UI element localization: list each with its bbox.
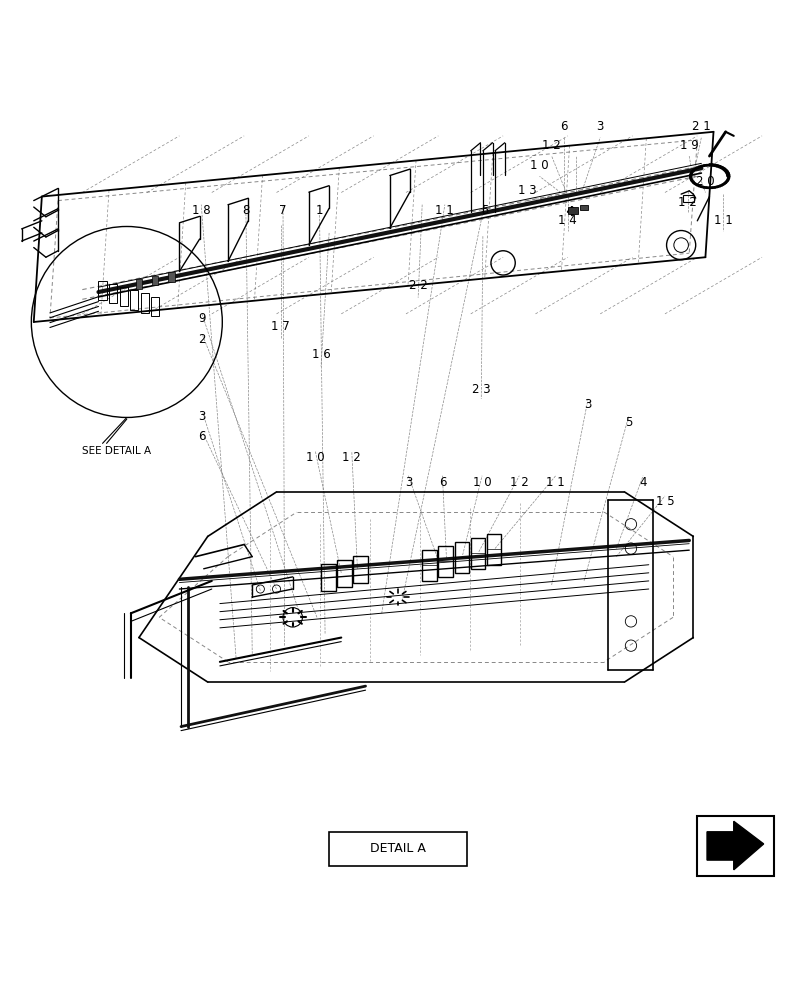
Text: 8: 8 <box>242 204 249 217</box>
Text: 1 1: 1 1 <box>546 476 564 489</box>
Text: 7: 7 <box>279 204 286 217</box>
Text: 5: 5 <box>624 416 632 429</box>
Text: 1 0: 1 0 <box>530 159 548 172</box>
Text: 1 7: 1 7 <box>271 320 290 333</box>
Text: 9: 9 <box>198 312 205 325</box>
Bar <box>98 281 106 300</box>
Text: 6: 6 <box>198 430 205 443</box>
Text: 1 2: 1 2 <box>509 476 528 489</box>
Text: 6: 6 <box>438 476 445 489</box>
Text: 1 8: 1 8 <box>191 204 210 217</box>
Polygon shape <box>706 821 762 870</box>
Text: 1 3: 1 3 <box>517 184 536 197</box>
Bar <box>438 546 453 577</box>
Bar <box>682 195 693 202</box>
Bar <box>119 287 127 306</box>
Text: 1 2: 1 2 <box>542 139 560 152</box>
Bar <box>353 556 367 583</box>
Text: 4: 4 <box>638 476 646 489</box>
Text: 1 0: 1 0 <box>306 451 324 464</box>
Bar <box>109 284 117 303</box>
Text: 1 0: 1 0 <box>472 476 491 489</box>
Text: 3: 3 <box>198 410 205 423</box>
Text: 1: 1 <box>315 204 323 217</box>
Text: 1 1: 1 1 <box>435 204 453 217</box>
Bar <box>567 207 577 214</box>
Bar <box>470 538 485 569</box>
Bar <box>140 293 148 313</box>
Text: 1 6: 1 6 <box>311 348 330 361</box>
Text: 5: 5 <box>480 204 487 217</box>
Bar <box>151 297 159 316</box>
Text: 3: 3 <box>404 476 412 489</box>
Text: 1 4: 1 4 <box>558 214 577 227</box>
Text: 1 9: 1 9 <box>679 139 697 152</box>
Text: 3: 3 <box>596 120 603 133</box>
Text: 2 2: 2 2 <box>408 279 427 292</box>
Text: 2: 2 <box>198 333 205 346</box>
Text: 3: 3 <box>584 398 591 411</box>
Text: 6: 6 <box>560 120 567 133</box>
Text: 1 5: 1 5 <box>654 495 673 508</box>
Bar <box>130 290 138 310</box>
Bar <box>422 550 436 581</box>
Text: 1 2: 1 2 <box>677 196 696 209</box>
Bar <box>337 560 351 587</box>
Text: 1 2: 1 2 <box>342 451 361 464</box>
Bar <box>168 272 174 282</box>
Bar <box>579 205 587 210</box>
Text: 2 3: 2 3 <box>471 383 490 396</box>
Bar <box>320 564 335 591</box>
Bar <box>487 534 501 565</box>
Text: 1 1: 1 1 <box>713 214 732 227</box>
Bar <box>135 279 142 289</box>
Text: SEE DETAIL A: SEE DETAIL A <box>82 446 151 456</box>
Text: 2 1: 2 1 <box>691 120 710 133</box>
Bar <box>454 542 469 573</box>
Text: 2 0: 2 0 <box>695 175 714 188</box>
Bar <box>152 276 158 285</box>
Text: DETAIL A: DETAIL A <box>370 842 425 855</box>
